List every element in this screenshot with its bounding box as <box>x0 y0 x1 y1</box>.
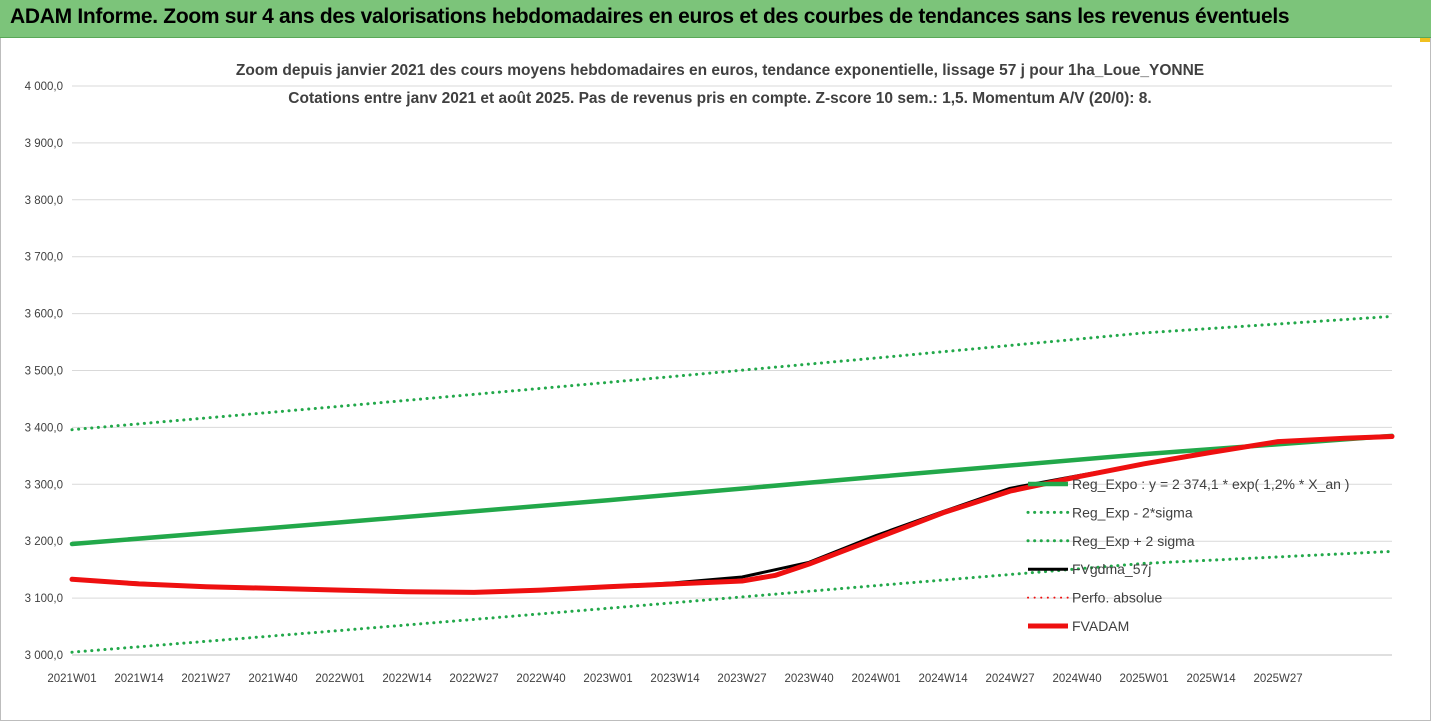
x-tick-label: 2025W14 <box>1186 673 1236 685</box>
x-tick-label: 2022W40 <box>516 673 565 685</box>
x-tick-label: 2024W14 <box>918 673 968 685</box>
x-tick-label: 2024W01 <box>851 673 900 685</box>
y-tick-label: 3 700,0 <box>25 252 63 264</box>
x-tick-label: 2025W01 <box>1119 673 1168 685</box>
x-tick-label: 2022W14 <box>382 673 432 685</box>
x-tick-label: 2024W27 <box>985 673 1034 685</box>
x-tick-label: 2023W01 <box>583 673 632 685</box>
legend-label-5: FVADAM <box>1072 618 1129 634</box>
chart-title: Zoom depuis janvier 2021 des cours moyen… <box>235 62 1205 79</box>
x-tick-label: 2021W14 <box>114 673 164 685</box>
corner-mark <box>1420 38 1430 42</box>
report-banner: ADAM Informe. Zoom sur 4 ans des valoris… <box>0 0 1431 38</box>
y-tick-label: 3 400,0 <box>25 422 63 434</box>
legend-label-4: Perfo. absolue <box>1072 590 1162 606</box>
x-tick-label: 2021W27 <box>181 673 230 685</box>
series-line-2 <box>70 314 1394 432</box>
banner-title: ADAM Informe. Zoom sur 4 ans des valoris… <box>10 5 1290 28</box>
x-tick-label: 2023W40 <box>784 673 833 685</box>
series-line-3 <box>70 435 1394 594</box>
y-tick-label: 3 300,0 <box>25 479 63 491</box>
x-tick-label: 2025W27 <box>1253 673 1302 685</box>
y-tick-label: 3 800,0 <box>25 195 63 207</box>
y-tick-label: 3 100,0 <box>25 593 63 605</box>
x-tick-label: 2024W40 <box>1052 673 1101 685</box>
y-tick-label: 3 200,0 <box>25 536 63 548</box>
y-tick-label: 3 000,0 <box>25 650 63 662</box>
legend-label-2: Reg_Exp + 2 sigma <box>1072 533 1195 549</box>
series-line-0 <box>69 433 1395 547</box>
series-line-1 <box>70 549 1394 654</box>
legend-label-1: Reg_Exp - 2*sigma <box>1072 504 1193 520</box>
y-tick-label: 3 900,0 <box>25 138 63 150</box>
x-tick-label: 2023W14 <box>650 673 700 685</box>
x-tick-label: 2022W27 <box>449 673 498 685</box>
series-line-5 <box>69 434 1395 595</box>
chart-subtitle: Cotations entre janv 2021 et août 2025. … <box>288 90 1152 107</box>
legend-label-3: FVgdma_57j <box>1072 561 1151 577</box>
y-tick-label: 3 600,0 <box>25 309 63 321</box>
x-tick-label: 2023W27 <box>717 673 766 685</box>
legend-label-0: Reg_Expo : y = 2 374,1 * exp( 1,2% * X_a… <box>1072 476 1349 492</box>
x-tick-label: 2021W01 <box>47 673 96 685</box>
y-tick-label: 4 000,0 <box>25 81 63 93</box>
x-tick-label: 2022W01 <box>315 673 364 685</box>
x-tick-label: 2021W40 <box>248 673 297 685</box>
y-tick-label: 3 500,0 <box>25 366 63 378</box>
